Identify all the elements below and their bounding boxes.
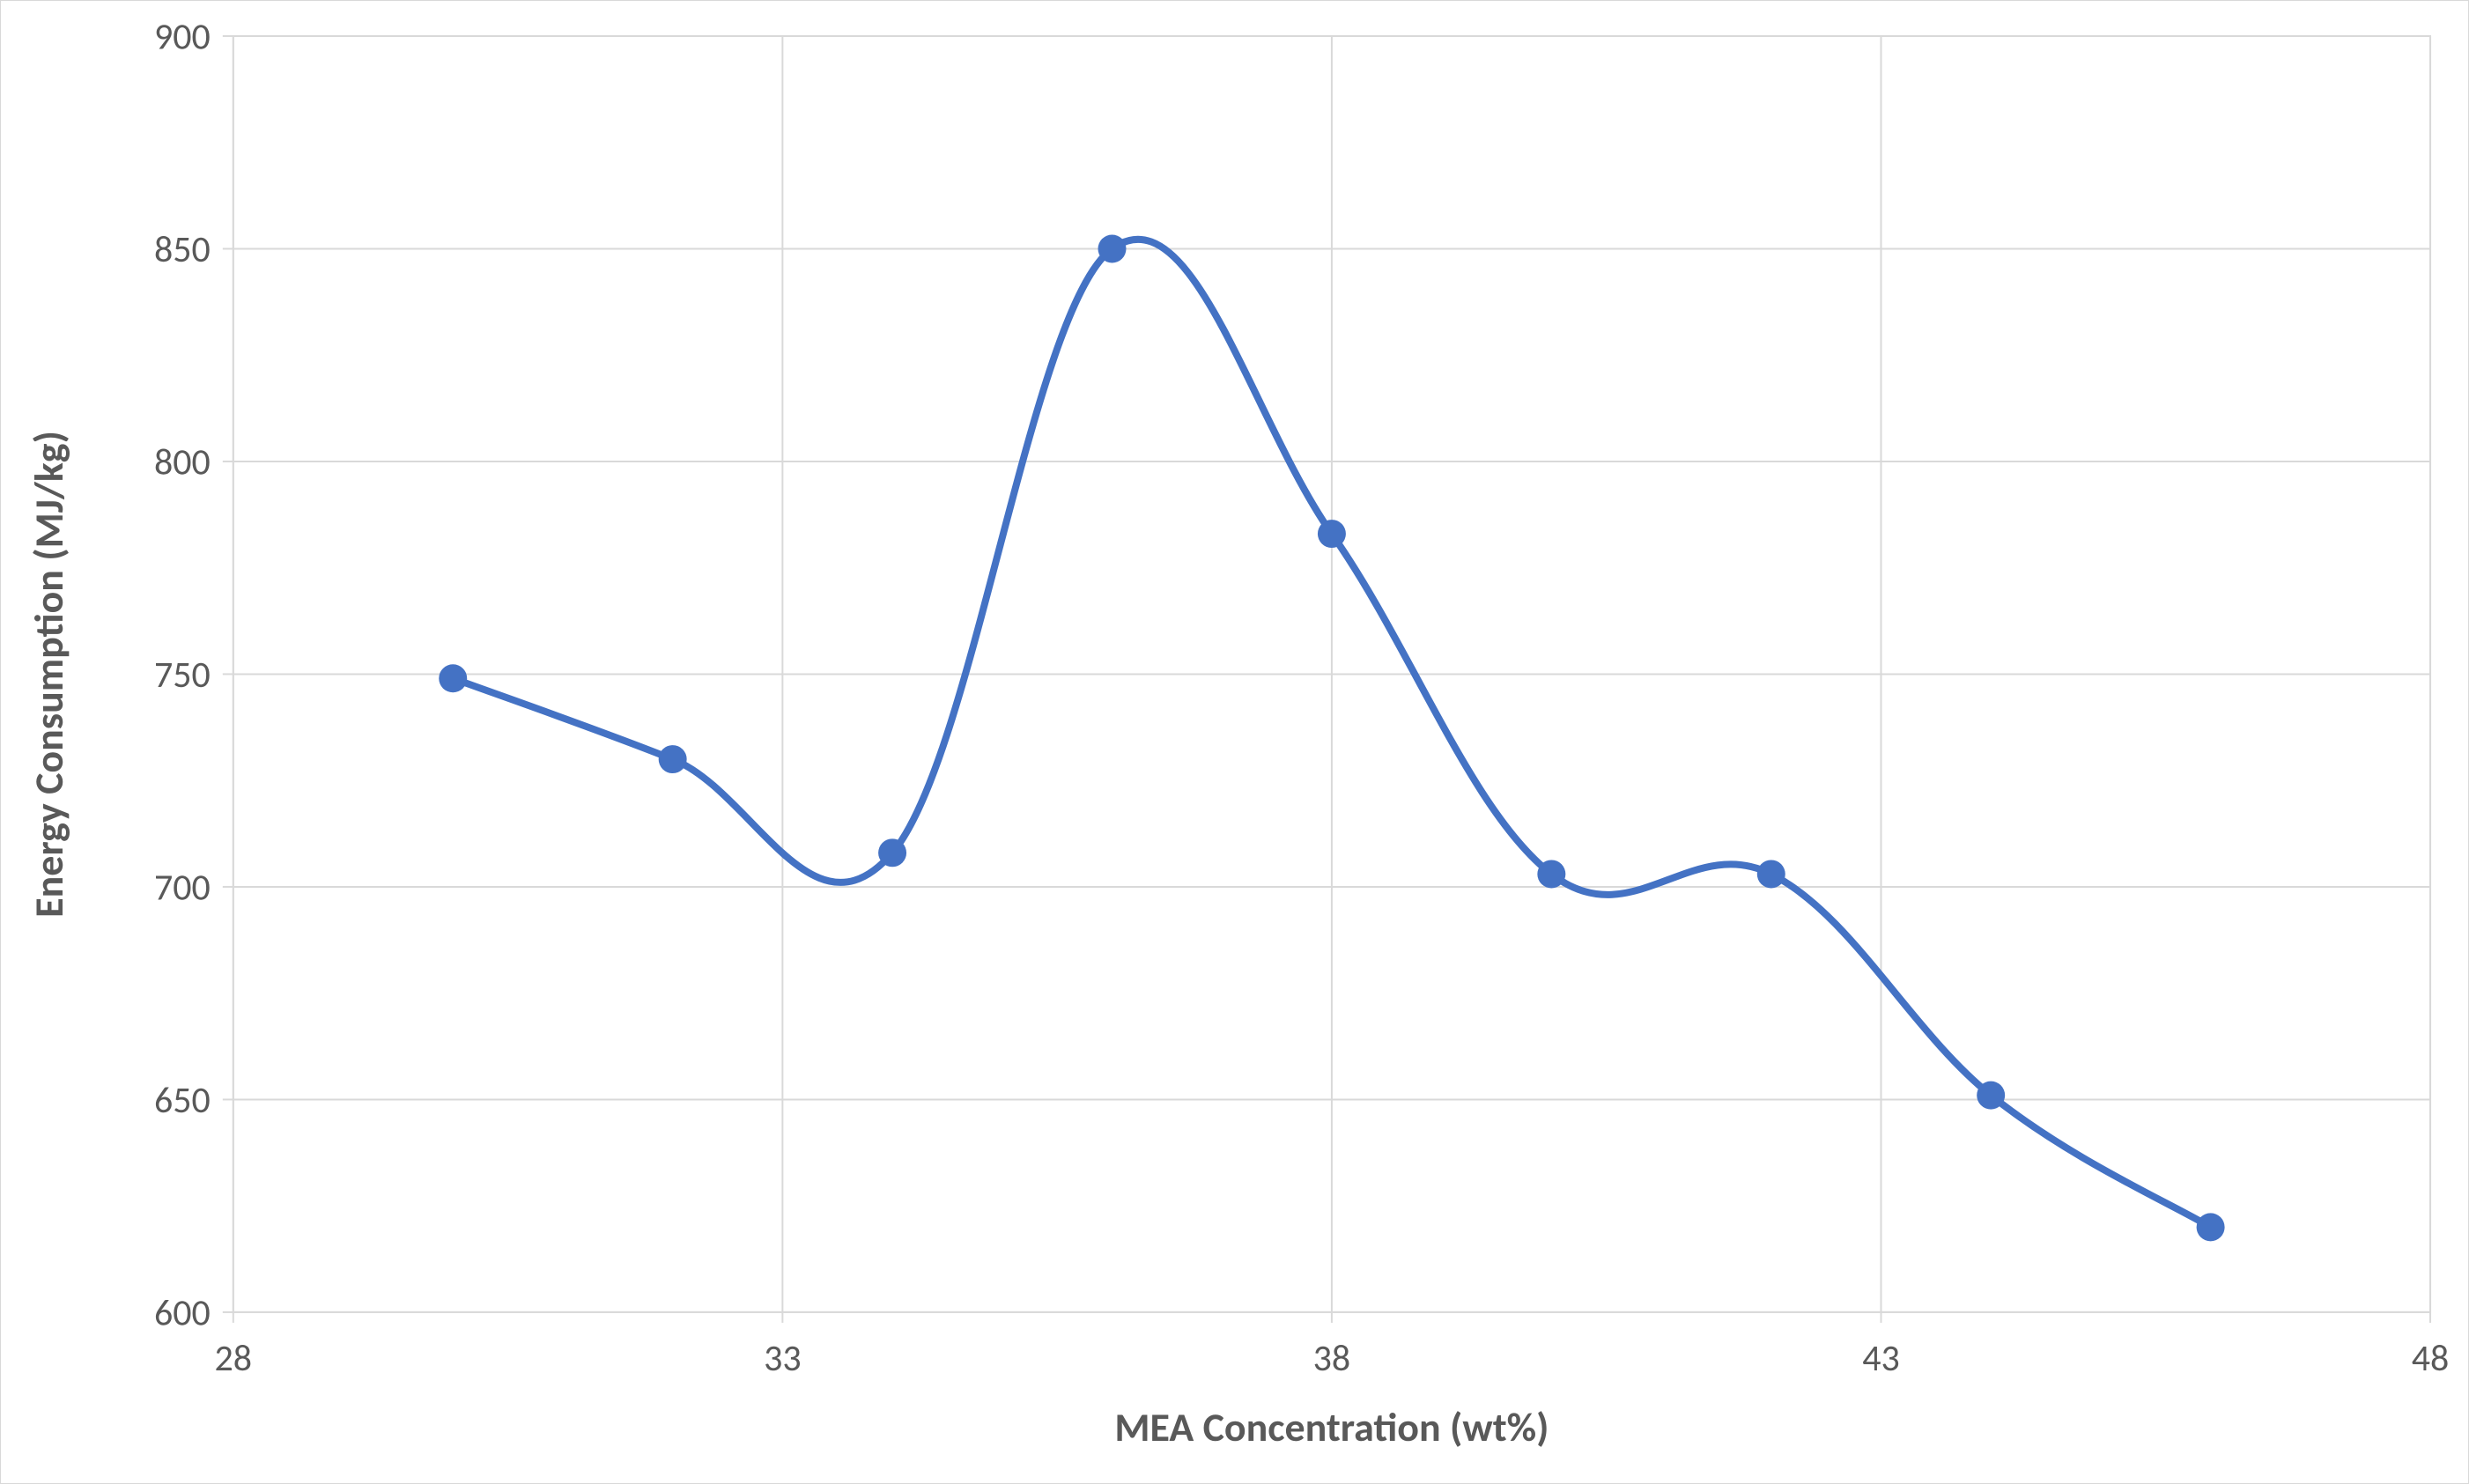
data-marker	[1757, 860, 1785, 888]
data-marker	[659, 745, 687, 773]
x-tick-label: 38	[1313, 1336, 1351, 1381]
data-marker	[1977, 1082, 2005, 1110]
data-marker	[878, 838, 906, 867]
data-marker	[1318, 520, 1346, 548]
y-tick-label: 900	[154, 15, 211, 60]
data-marker	[1098, 234, 1127, 262]
chart-container: 28 33 38 43 48 600 650 700 750 800 850 900 MEA Conce…	[0, 0, 2469, 1484]
x-tick-label: 33	[764, 1336, 802, 1381]
y-tick-label: 700	[154, 866, 211, 911]
x-axis-label: MEA Concentration (wt%)	[1114, 1403, 1549, 1452]
y-tick-label: 650	[154, 1078, 211, 1123]
chart-background	[1, 1, 2468, 1483]
data-marker	[439, 664, 467, 692]
chart-svg: 28 33 38 43 48 600 650 700 750 800 850 900 MEA Conce…	[1, 1, 2468, 1483]
x-tick-label: 43	[1862, 1336, 1900, 1381]
y-tick-label: 800	[154, 440, 211, 485]
data-marker	[2197, 1213, 2225, 1241]
y-axis-label: Energy Consumption (MJ/kg)	[25, 431, 74, 918]
y-tick-label: 850	[154, 227, 211, 272]
y-tick-label: 600	[154, 1291, 211, 1336]
y-tick-label: 750	[154, 653, 211, 698]
data-marker	[1537, 860, 1565, 888]
x-tick-label: 28	[215, 1336, 253, 1381]
x-tick-label: 48	[2412, 1336, 2450, 1381]
